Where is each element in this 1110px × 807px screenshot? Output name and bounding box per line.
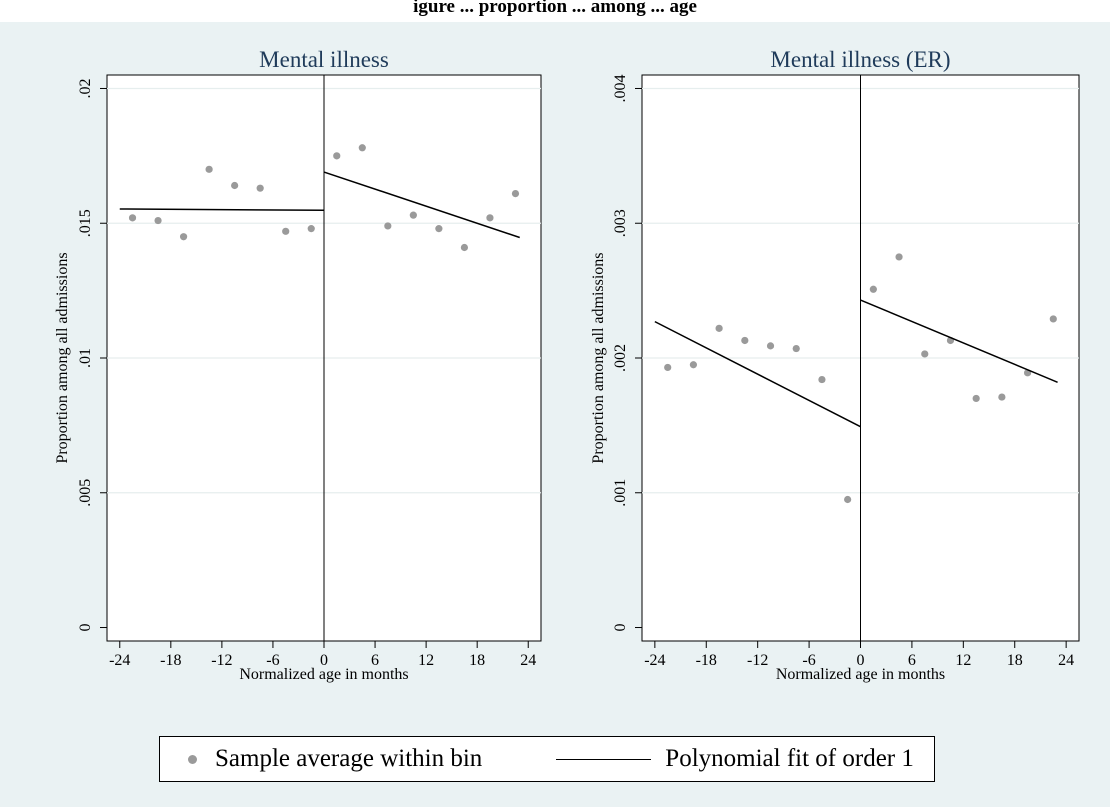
data-point — [511, 189, 520, 198]
fit-line-segment — [860, 299, 1058, 383]
x-tick-label: 6 — [371, 652, 379, 669]
fit-line-segment — [119, 208, 325, 212]
data-point — [231, 181, 239, 190]
data-point — [435, 225, 443, 233]
data-point — [333, 152, 341, 160]
y-axis-label: Proportion among all admissions — [54, 252, 71, 463]
data-point — [409, 211, 417, 219]
x-tick-label: 24 — [520, 652, 536, 669]
data-point — [664, 363, 672, 372]
x-axis-label: Normalized age in months — [776, 666, 945, 683]
x-tick-label: 12 — [955, 652, 971, 669]
x-tick-label: -18 — [696, 652, 717, 669]
panel-title: Mental illness (ER) — [770, 47, 950, 72]
data-point — [205, 165, 213, 173]
legend-item-line: Polynomial fit of order 1 — [482, 745, 914, 773]
panel-mental-illness: 0 .005 .01 .015 .02 -24 -18 -12 -6 0 6 12 18 24 Mental… — [54, 47, 542, 683]
fit-line-segment — [654, 320, 861, 428]
y-tick-label: .005 — [77, 479, 94, 507]
data-point — [128, 214, 137, 222]
x-tick-label: 0 — [320, 652, 328, 669]
fit-line-segment — [323, 171, 520, 239]
data-point — [282, 227, 290, 235]
legend-dot-marker — [188, 754, 197, 764]
x-tick-label: -18 — [160, 652, 181, 669]
data-point — [384, 222, 392, 230]
y-tick-label: .001 — [612, 479, 629, 507]
data-point — [998, 393, 1006, 401]
legend-scatter-label: Sample average within bin — [215, 745, 483, 772]
data-point — [818, 375, 826, 384]
y-axis-label: Proportion among all admissions — [590, 252, 607, 463]
data-point — [179, 233, 188, 241]
data-point — [895, 253, 903, 261]
data-point — [921, 350, 929, 358]
x-tick-label: -12 — [747, 652, 768, 669]
data-point — [792, 344, 800, 353]
data-point — [972, 394, 980, 403]
data-point — [715, 324, 723, 332]
legend-line-marker — [556, 758, 652, 760]
legend-line-label: Polynomial fit of order 1 — [665, 745, 914, 772]
data-point — [1049, 315, 1057, 323]
y-tick-label: .002 — [612, 344, 629, 372]
legend-item-scatter: Sample average within bin — [160, 745, 482, 773]
figure-header: igure ... proportion ... among ... age — [0, 0, 1110, 22]
x-tick-label: -6 — [266, 652, 279, 669]
data-point — [844, 495, 852, 504]
x-tick-label: 6 — [908, 652, 916, 669]
x-tick-label: -24 — [644, 652, 665, 669]
data-point — [689, 361, 698, 369]
y-tick-label: 0 — [77, 624, 94, 632]
data-point — [460, 243, 469, 252]
x-tick-label: 18 — [1007, 652, 1023, 669]
x-tick-label: 18 — [469, 652, 485, 669]
x-tick-label: -24 — [109, 652, 130, 669]
data-point — [358, 144, 366, 152]
x-tick-label: -12 — [211, 652, 232, 669]
data-point — [307, 225, 315, 233]
x-tick-label: 0 — [857, 652, 865, 669]
y-tick-label: .01 — [77, 348, 94, 368]
y-tick-label: .02 — [77, 78, 94, 98]
data-point — [256, 184, 264, 192]
x-tick-label: 24 — [1058, 652, 1074, 669]
y-tick-label: 0 — [612, 624, 629, 632]
data-point — [154, 216, 162, 225]
data-point — [486, 214, 494, 222]
x-tick-label: 12 — [418, 652, 434, 669]
data-point — [741, 336, 749, 345]
panel-title: Mental illness — [259, 47, 389, 72]
data-point — [766, 342, 775, 350]
y-tick-label: .015 — [77, 209, 94, 237]
panel-mental-illness-er: 0 .001 .002 .003 .004 -24 -18 -12 -6 0 6 12 18 24 Ment… — [590, 47, 1080, 683]
x-axis-label: Normalized age in months — [239, 666, 408, 683]
x-tick-label: -6 — [802, 652, 815, 669]
y-tick-label: .004 — [612, 74, 629, 102]
legend: Sample average within bin Polynomial fit… — [159, 736, 935, 782]
y-tick-label: .003 — [612, 209, 629, 237]
data-point — [869, 285, 877, 293]
